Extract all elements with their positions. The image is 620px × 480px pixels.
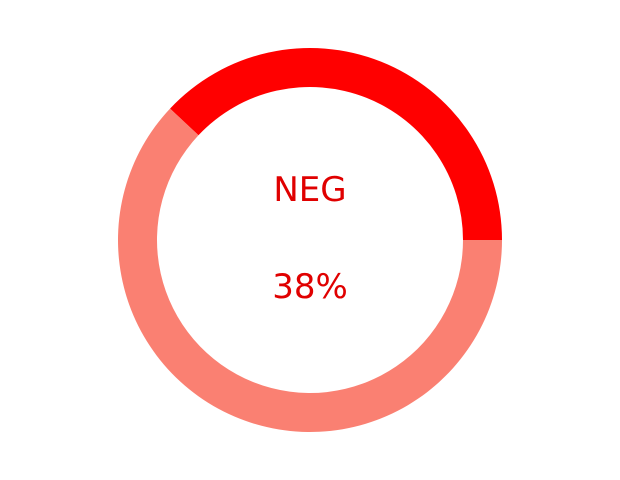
center-value: 38% [272,267,348,307]
donut-slice-neg [170,47,502,241]
center-label: NEG [273,170,347,210]
donut-slice-remainder [118,108,503,432]
